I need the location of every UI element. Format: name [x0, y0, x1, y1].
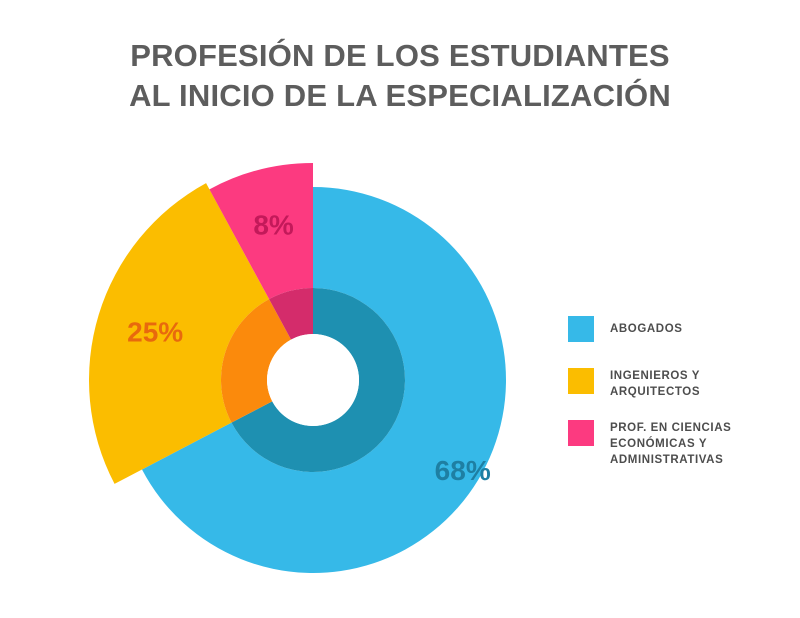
- legend-label: INGENIEROS Y ARQUITECTOS: [610, 368, 770, 400]
- pie-center-hole: [267, 334, 359, 426]
- pie-slice-outer: [209, 163, 313, 300]
- slice-value-label-1: 68%: [435, 455, 491, 486]
- chart-title-line-1: PROFESIÓN DE LOS ESTUDIANTES: [130, 38, 670, 73]
- legend-swatch: [568, 420, 594, 446]
- slice-value-label-2: 25%: [127, 316, 183, 347]
- legend-label-line: ADMINISTRATIVAS: [610, 454, 724, 466]
- legend-item-2: INGENIEROS Y ARQUITECTOS: [568, 368, 770, 400]
- pie-slice-3: [209, 163, 313, 340]
- legend-swatch: [568, 316, 594, 342]
- legend-swatch: [568, 368, 594, 394]
- chart-title-line-2: AL INICIO DE LA ESPECIALIZACIÓN: [129, 78, 671, 113]
- pie-slice-outer: [141, 187, 506, 573]
- pie-slice-inner: [231, 288, 405, 472]
- legend-label: ABOGADOS: [610, 321, 770, 337]
- legend-label-line: ABOGADOS: [610, 323, 683, 335]
- legend-item-1: ABOGADOS: [568, 316, 770, 342]
- legend-label-line: PROF. EN CIENCIAS: [610, 422, 732, 434]
- legend-item-3: PROF. EN CIENCIAS ECONÓMICAS Y ADMINISTRAT…: [568, 420, 770, 468]
- legend-label-line: ECONÓMICAS Y: [610, 438, 708, 450]
- slice-value-label-3: 8%: [253, 209, 294, 240]
- pie-slice-inner: [221, 299, 292, 423]
- pie-slice-1: [141, 187, 506, 573]
- pie-slice-2: [89, 183, 292, 484]
- pie-slice-outer: [89, 183, 270, 484]
- pie-slice-inner: [269, 288, 313, 340]
- legend-label: PROF. EN CIENCIAS ECONÓMICAS Y ADMINISTRAT…: [610, 420, 770, 468]
- chart-title: PROFESIÓN DE LOS ESTUDIANTES AL INICIO D…: [0, 36, 800, 116]
- legend-label-line: ARQUITECTOS: [610, 386, 701, 398]
- legend-label-line: INGENIEROS Y: [610, 370, 701, 382]
